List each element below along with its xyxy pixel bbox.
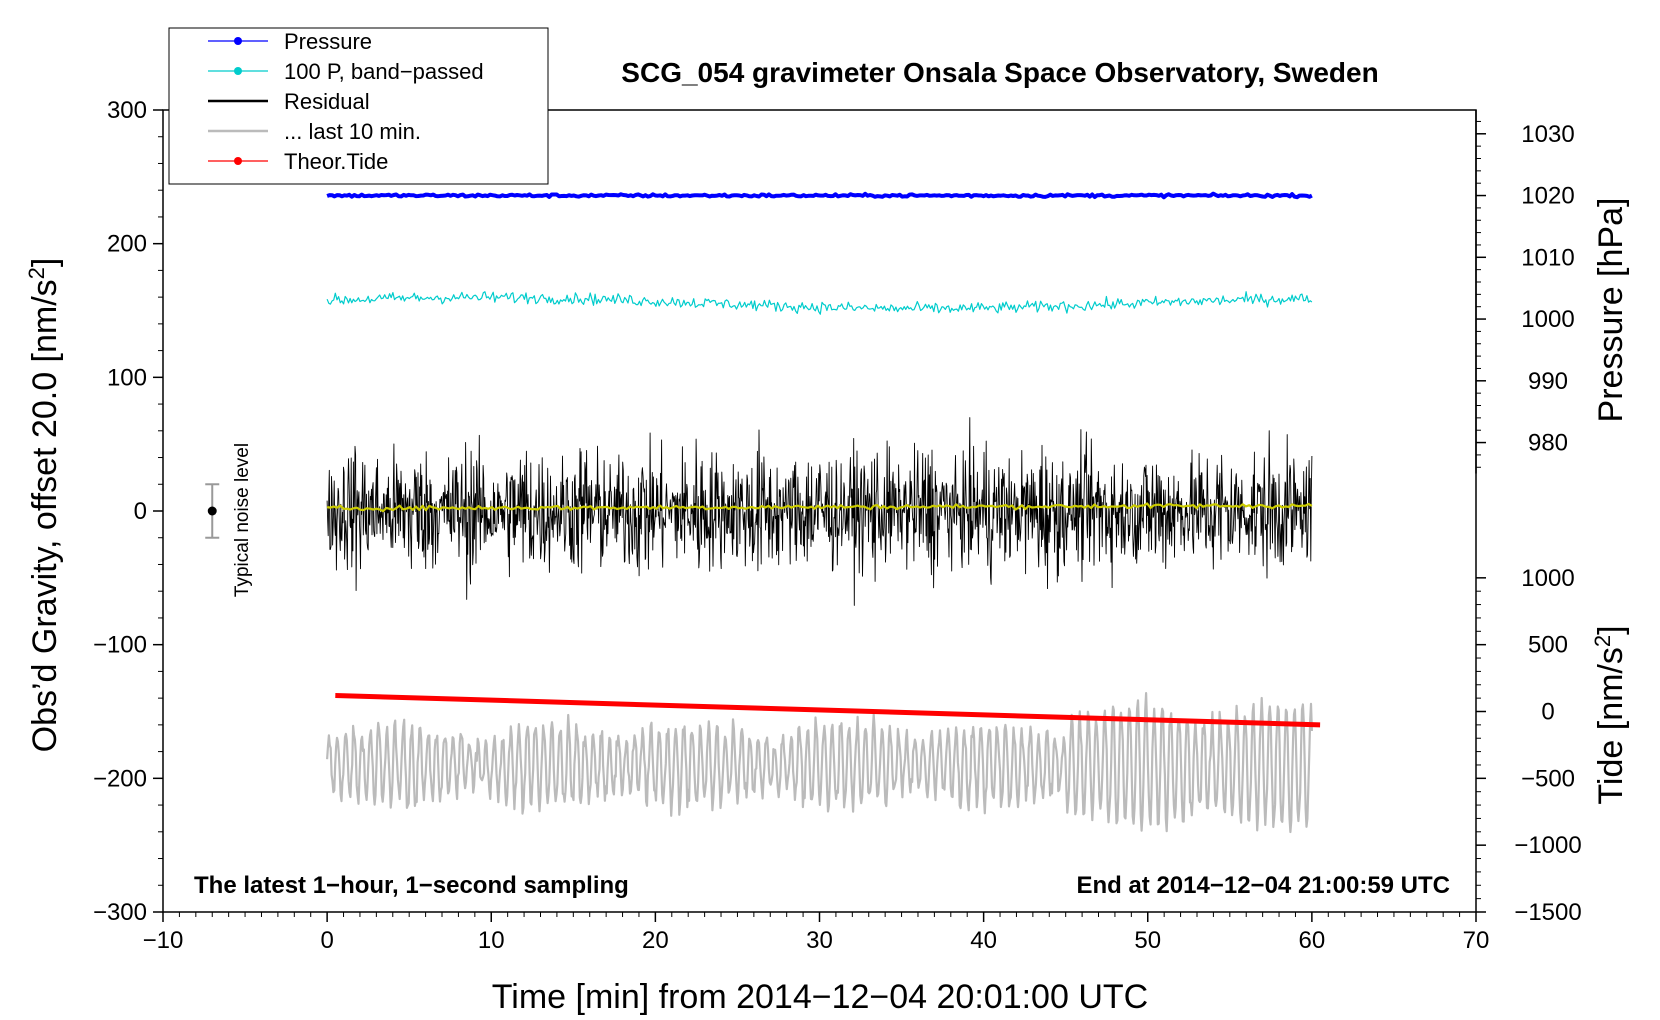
x-tick-label: 0 — [320, 927, 333, 954]
tide-tick-label: −1500 — [1514, 899, 1581, 926]
chart-title: SCG_054 gravimeter Onsala Space Observat… — [621, 57, 1378, 88]
x-tick-label: 20 — [642, 927, 669, 954]
series-residual-smoothed — [326, 502, 1313, 513]
pressure-tick-label: 980 — [1528, 430, 1568, 457]
annotation-sampling: The latest 1−hour, 1−second sampling — [194, 872, 629, 899]
y-left-tick-label: 300 — [107, 97, 147, 124]
pressure-tick-label: 1000 — [1521, 306, 1574, 333]
legend-marker — [234, 37, 242, 45]
tide-label-main: Tide [nm/s — [1592, 647, 1630, 804]
y-left-tick-label: 100 — [107, 364, 147, 391]
legend-label: Pressure — [284, 29, 372, 54]
tide-tick-label: 0 — [1541, 699, 1554, 726]
x-tick-label: −10 — [143, 927, 184, 954]
legend-items: Pressure 100 P, band−passed Residual ... la… — [208, 29, 484, 174]
y-left-label-main: Obs’d Gravity, offset 20.0 [nm/s — [26, 279, 64, 752]
tide-tick-label: 500 — [1528, 632, 1568, 659]
tide-tick-label: −500 — [1521, 765, 1575, 792]
y-left-tick-label: −100 — [93, 632, 147, 659]
x-tick-label: 30 — [806, 927, 833, 954]
series-100-p-band-passed — [326, 291, 1313, 315]
y-left-tick-label: −300 — [93, 899, 147, 926]
tide-axis-label: Tide [nm/s2] — [1590, 625, 1630, 804]
legend-label: Residual — [284, 89, 370, 114]
noise-label: Typical noise level — [232, 443, 253, 597]
x-tick-label: 40 — [970, 927, 997, 954]
series-last-10-min — [326, 691, 1313, 834]
tide-label-sup: 2 — [1590, 635, 1615, 647]
y-left-axis-label: Obs’d Gravity, offset 20.0 [nm/s2] — [24, 258, 64, 753]
x-axis-label: Time [min] from 2014−12−04 20:01:00 UTC — [492, 978, 1148, 1016]
tide-axis: 1000 500 0 −500 −1000 −1500 — [1476, 565, 1582, 926]
pressure-tick-label: 1020 — [1521, 183, 1574, 210]
pressure-tick-label: 990 — [1528, 368, 1568, 395]
pressure-tick-label: 1030 — [1521, 121, 1574, 148]
x-tick-label: 50 — [1134, 927, 1161, 954]
legend-marker — [234, 67, 242, 75]
legend-marker — [234, 157, 242, 165]
pressure-axis-label: Pressure [hPa] — [1592, 198, 1630, 423]
y-left-axis: 300 200 100 0 −100 −200 −300 — [93, 97, 163, 926]
legend: Pressure 100 P, band−passed Residual ... la… — [168, 27, 549, 185]
pressure-tick-label: 1010 — [1521, 244, 1574, 271]
x-tick-label: 10 — [478, 927, 505, 954]
x-axis: −10 0 10 20 30 40 50 60 70 — [143, 912, 1490, 954]
x-tick-label: 70 — [1463, 927, 1490, 954]
y-left-tick-label: 200 — [107, 231, 147, 258]
legend-label: Theor.Tide — [284, 149, 388, 174]
y-left-label-end: ] — [26, 258, 64, 267]
legend-box — [168, 27, 549, 185]
series-layer — [326, 191, 1321, 834]
noise-bar-dot — [207, 506, 217, 516]
legend-label: 100 P, band−passed — [284, 59, 484, 84]
series-pressure — [326, 191, 1313, 200]
tide-tick-label: −1000 — [1514, 832, 1581, 859]
y-left-tick-label: 0 — [134, 498, 147, 525]
tide-label-end: ] — [1592, 625, 1630, 634]
annotation-end-time: End at 2014−12−04 21:00:59 UTC — [1076, 872, 1450, 899]
y-left-label-sup: 2 — [24, 267, 49, 279]
noise-bar — [205, 483, 220, 539]
tide-tick-label: 1000 — [1521, 565, 1574, 592]
y-left-tick-label: −200 — [93, 765, 147, 792]
series-theor-tide — [335, 693, 1321, 728]
legend-label: ... last 10 min. — [284, 119, 421, 144]
pressure-axis: 1030 1020 1010 1000 990 980 — [1475, 110, 1575, 474]
x-tick-label: 60 — [1299, 927, 1326, 954]
series-residual — [326, 417, 1313, 606]
